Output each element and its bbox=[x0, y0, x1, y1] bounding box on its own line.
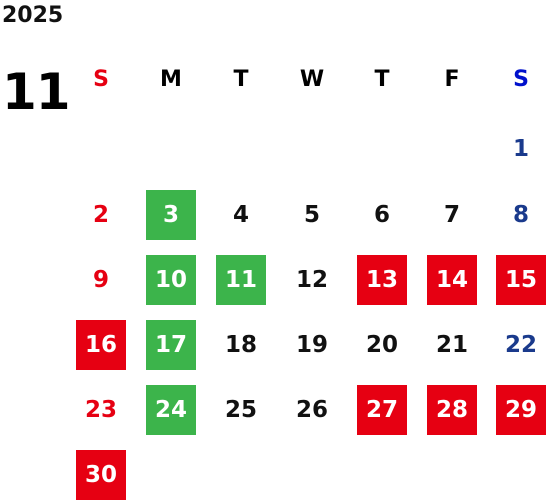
calendar-day: 11 bbox=[216, 255, 266, 305]
calendar-day: 5 bbox=[303, 202, 320, 228]
calendar-day: 4 bbox=[232, 202, 249, 228]
weekday-label: T bbox=[233, 67, 249, 92]
calendar-day: 1 bbox=[512, 136, 529, 162]
calendar-day: 22 bbox=[504, 332, 537, 358]
calendar-day: 14 bbox=[427, 255, 477, 305]
calendar-day: 16 bbox=[76, 320, 126, 370]
calendar-day: 19 bbox=[295, 332, 328, 358]
calendar-day: 12 bbox=[295, 267, 328, 293]
calendar-day: 29 bbox=[496, 385, 546, 435]
weekday-label: M bbox=[160, 67, 182, 92]
weekday-label: T bbox=[374, 67, 390, 92]
calendar-day: 25 bbox=[224, 397, 257, 423]
calendar-day: 10 bbox=[146, 255, 196, 305]
calendar-day: 6 bbox=[373, 202, 390, 228]
calendar-day: 21 bbox=[435, 332, 468, 358]
calendar-month: 11 bbox=[2, 63, 71, 121]
calendar-day: 24 bbox=[146, 385, 196, 435]
weekday-label: S bbox=[513, 67, 529, 92]
calendar-day: 23 bbox=[84, 397, 117, 423]
weekday-label: S bbox=[93, 67, 109, 92]
calendar-day: 30 bbox=[76, 450, 126, 500]
calendar-day: 18 bbox=[224, 332, 257, 358]
calendar-day: 28 bbox=[427, 385, 477, 435]
calendar-day: 8 bbox=[512, 202, 529, 228]
calendar-day: 9 bbox=[92, 267, 109, 293]
weekday-label: F bbox=[444, 67, 460, 92]
weekday-label: W bbox=[299, 67, 325, 92]
calendar-day: 27 bbox=[357, 385, 407, 435]
calendar-day: 13 bbox=[357, 255, 407, 305]
calendar-day: 20 bbox=[365, 332, 398, 358]
calendar-day: 26 bbox=[295, 397, 328, 423]
calendar-day: 7 bbox=[443, 202, 460, 228]
calendar-day: 2 bbox=[92, 202, 109, 228]
calendar-day: 17 bbox=[146, 320, 196, 370]
calendar-year: 2025 bbox=[2, 3, 64, 28]
calendar-day: 3 bbox=[146, 190, 196, 240]
calendar-day: 15 bbox=[496, 255, 546, 305]
